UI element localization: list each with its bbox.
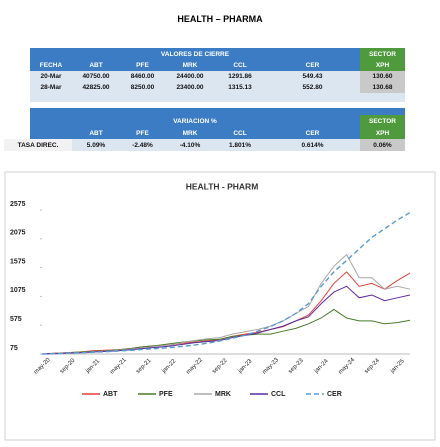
column-header: CCL	[215, 60, 265, 71]
column-header: ABT	[72, 127, 120, 139]
column-header: XPH	[360, 127, 405, 139]
x-tick-label: may-20	[33, 357, 52, 376]
column-header: XPH	[360, 60, 405, 71]
table-cell: 1.801%	[215, 139, 265, 151]
series-line	[41, 271, 411, 355]
x-tick-label: sep-20	[59, 357, 77, 375]
y-tick-label: 2575	[10, 201, 26, 208]
column-header: FECHA	[30, 60, 72, 71]
column-header: CCL	[215, 127, 265, 139]
x-tick-label: sep-24	[364, 357, 382, 375]
chart-title: HEALTH - PHARM	[186, 181, 259, 191]
table-title: VARIACION %	[30, 115, 360, 127]
table-cell: 1315.13	[215, 82, 265, 93]
column-header: ABT	[72, 60, 120, 71]
chart-frame	[4, 171, 436, 441]
x-tick-label: may-21	[109, 357, 128, 376]
legend-label: CCL	[271, 391, 286, 398]
table-cell: 130.60	[360, 71, 405, 82]
table-cell: 130.68	[360, 82, 405, 93]
x-tick-label: jan-24	[313, 358, 330, 375]
table-title: VALORES DE CIERRE	[30, 48, 360, 60]
column-header	[30, 127, 72, 139]
table-cell: 42825.00	[72, 82, 120, 93]
legend-label: ABT	[103, 391, 118, 398]
table-cell: 23400.00	[165, 82, 215, 93]
x-tick-label: may-24	[338, 357, 357, 376]
x-tick-label: jan-21	[84, 358, 101, 375]
x-tick-label: sep-21	[135, 357, 153, 375]
table-cell: 24400.00	[165, 71, 215, 82]
table-cell: 5.09%	[72, 139, 120, 151]
sector-header: SECTOR	[360, 48, 405, 60]
x-tick-label: may-22	[185, 357, 204, 376]
sector-header: SECTOR	[360, 115, 405, 127]
table-cell: 28-Mar	[30, 82, 72, 93]
table-cell: 1291.86	[215, 71, 265, 82]
y-tick-label: 2075	[10, 230, 26, 237]
legend-label: PFE	[159, 391, 173, 398]
table-cell: 40750.00	[72, 71, 120, 82]
column-header: MRK	[165, 127, 215, 139]
table-cell: -4.10%	[165, 139, 215, 151]
legend-label: MRK	[215, 391, 231, 398]
table-cell: TASA DIREC.	[4, 139, 72, 151]
series-line	[41, 211, 411, 355]
legend-label: CER	[327, 391, 342, 398]
page-title: HEALTH – PHARMA	[177, 14, 263, 24]
table-cell: -2.48%	[120, 139, 165, 151]
y-tick-label: 75	[10, 345, 18, 352]
series-line	[41, 308, 411, 355]
y-tick-label: 1075	[10, 287, 26, 294]
table-cell: 549.43	[265, 71, 360, 82]
x-tick-label: sep-22	[211, 357, 229, 375]
column-header: PFE	[120, 60, 165, 71]
table-gap	[30, 93, 405, 102]
x-tick-label: may-23	[262, 357, 281, 376]
table-band	[30, 108, 405, 115]
x-tick-label: sep-23	[288, 357, 306, 375]
column-header: MRK	[165, 60, 215, 71]
table-cell: 8460.00	[120, 71, 165, 82]
x-tick-label: jan-23	[237, 358, 254, 375]
column-header: CER	[265, 127, 360, 139]
y-tick-label: 1575	[10, 258, 26, 265]
y-tick-label: 575	[10, 316, 22, 323]
table-cell: 0.614%	[265, 139, 360, 151]
x-tick-label: jan-22	[161, 358, 178, 375]
table-cell: 8250.00	[120, 82, 165, 93]
x-tick-label: jan-25	[389, 358, 406, 375]
table-cell: 20-Mar	[30, 71, 72, 82]
table-cell: 552.80	[265, 82, 360, 93]
column-header: CER	[265, 60, 360, 71]
table-cell: 0.06%	[360, 139, 405, 151]
column-header: PFE	[120, 127, 165, 139]
